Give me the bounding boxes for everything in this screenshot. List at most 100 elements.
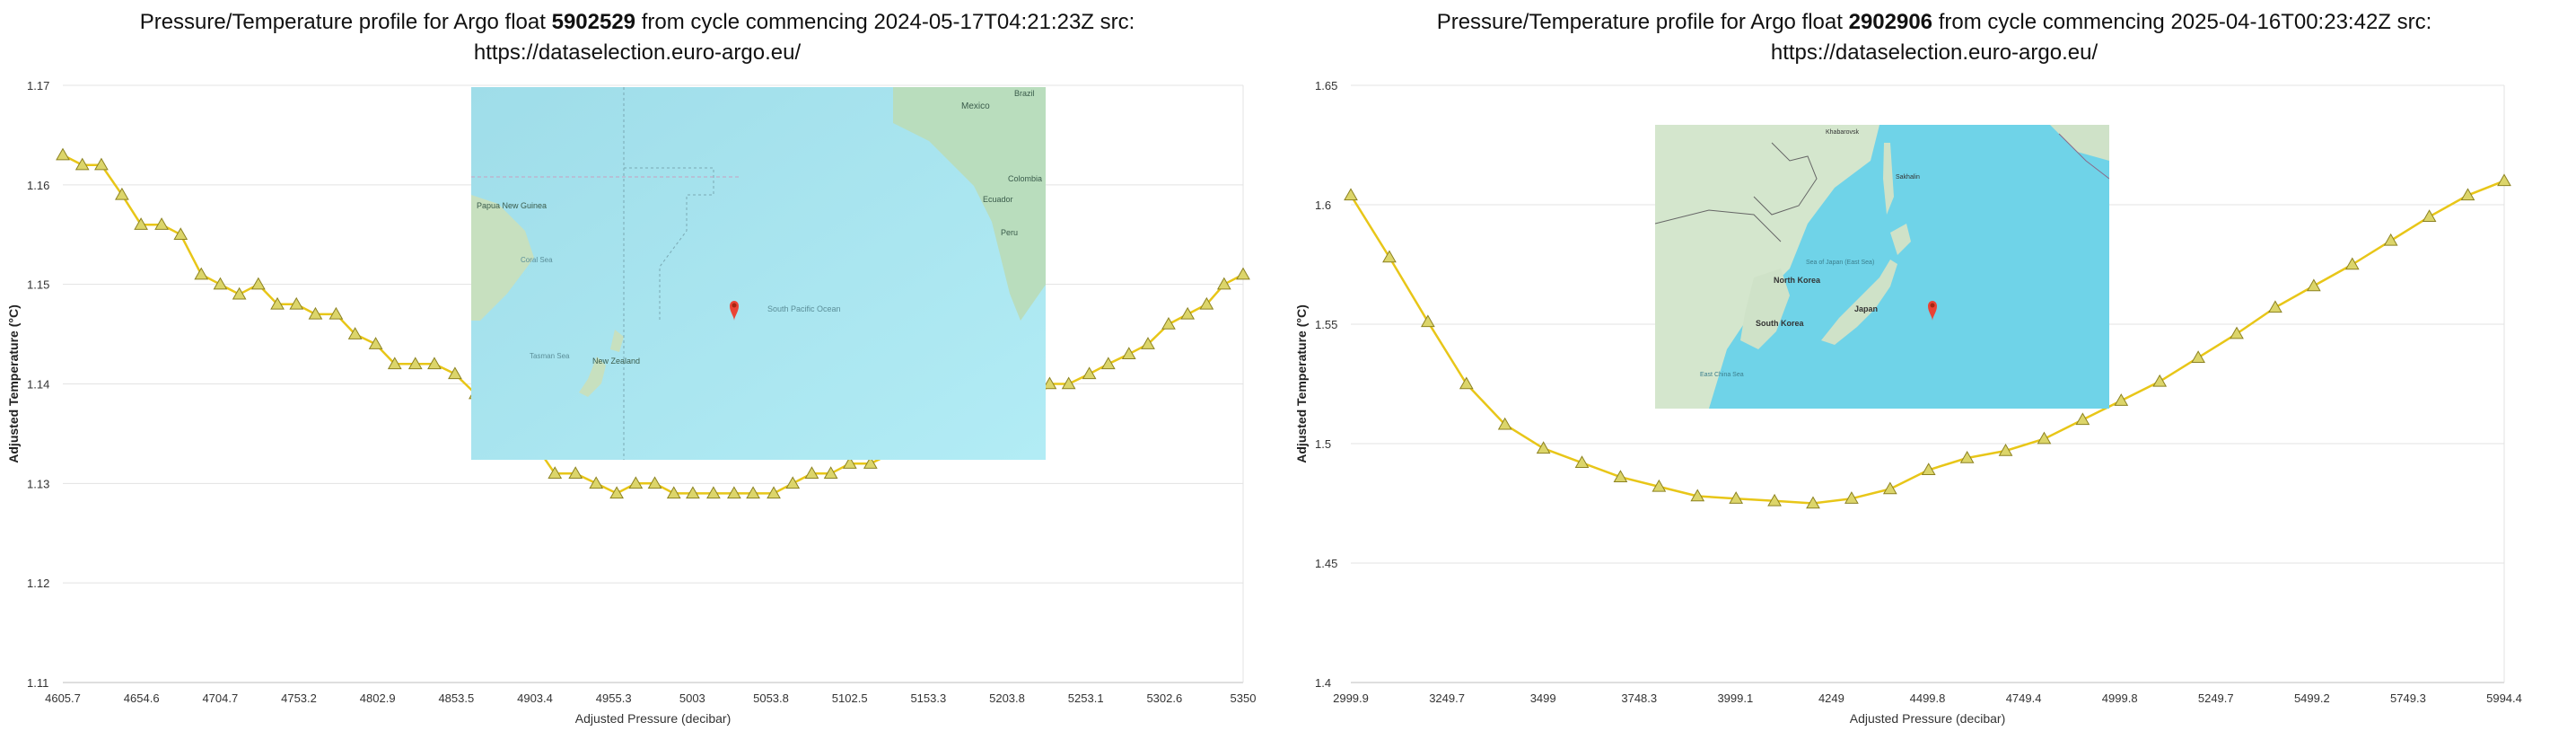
data-point-marker	[232, 286, 247, 300]
y-tick-label: 1.16	[27, 179, 49, 192]
map-label-south-pacific: South Pacific Ocean	[767, 304, 841, 313]
float-id: 5902529	[551, 10, 636, 34]
chart-panel-left: Pressure/Temperature profile for Argo fl…	[0, 0, 1275, 731]
australia-landmass	[471, 195, 534, 321]
data-point-marker	[746, 486, 760, 499]
data-point-marker	[173, 227, 188, 240]
data-point-marker	[1121, 347, 1136, 359]
x-tick-label: 5749.3	[2390, 691, 2426, 705]
map-label-japan: Japan	[1854, 304, 1878, 313]
y-tick-label: 1.17	[27, 79, 49, 92]
map-label-tasman-sea: Tasman Sea	[530, 352, 570, 360]
data-point-marker	[1497, 417, 1512, 430]
data-point-marker	[2344, 257, 2360, 270]
x-tick-label: 4853.5	[438, 691, 474, 705]
x-tick-label: 4499.8	[1910, 691, 1946, 705]
data-point-marker	[686, 486, 700, 499]
chart-title: Pressure/Temperature profile for Argo fl…	[0, 7, 1275, 68]
asia-landmass	[1655, 125, 1879, 409]
data-point-marker	[548, 466, 563, 479]
kamchatka-landmass	[2050, 125, 2109, 161]
x-tick-label: 5102.5	[832, 691, 868, 705]
data-point-marker	[628, 476, 644, 489]
map-label-ecuador: Ecuador	[983, 195, 1013, 204]
data-point-marker	[1729, 491, 1744, 504]
x-tick-label: 5994.4	[2486, 691, 2522, 705]
hokkaido-landmass	[1890, 224, 1911, 255]
y-tick-label: 1.4	[1315, 676, 1331, 690]
data-point-marker	[2460, 188, 2475, 201]
data-point-marker	[2230, 326, 2244, 339]
data-point-marker	[1061, 376, 1076, 390]
x-tick-label: 5053.8	[753, 691, 789, 705]
sakhalin-landmass	[1883, 143, 1894, 215]
x-tick-label: 5003	[679, 691, 705, 705]
x-tick-label: 2999.9	[1333, 691, 1369, 705]
data-point-marker	[1100, 357, 1116, 370]
x-tick-label: 5350	[1231, 691, 1257, 705]
data-point-marker	[115, 187, 129, 200]
float-location-pin-icon	[730, 301, 739, 321]
y-tick-label: 1.15	[27, 278, 49, 292]
data-point-marker	[842, 456, 857, 469]
data-point-marker	[270, 296, 285, 310]
data-point-marker	[1574, 455, 1590, 469]
x-tick-label: 4955.3	[596, 691, 632, 705]
y-tick-label: 1.11	[27, 676, 48, 690]
x-tick-label: 5499.2	[2294, 691, 2330, 705]
korea-landmass	[1740, 269, 1790, 349]
data-point-marker	[823, 466, 838, 479]
y-axis-label: Adjusted Temperature (°C)	[1294, 304, 1309, 462]
float-id: 2902906	[1848, 10, 1933, 34]
map-label-colombia: Colombia	[1008, 174, 1042, 183]
map-label-sea-of-japan: Sea of Japan (East Sea)	[1806, 260, 1874, 266]
title-source-url: https://dataselection.euro-argo.eu/	[473, 40, 802, 65]
data-point-marker	[368, 337, 383, 349]
float-location-pin-icon	[1928, 301, 1937, 321]
data-point-marker	[1921, 462, 1936, 476]
data-point-marker	[1141, 337, 1155, 349]
data-point-marker	[134, 217, 148, 230]
y-tick-label: 1.6	[1315, 198, 1331, 212]
data-point-marker	[1959, 450, 1975, 463]
data-point-marker	[1236, 267, 1250, 280]
y-tick-label: 1.65	[1315, 79, 1337, 92]
data-point-marker	[154, 217, 169, 230]
data-point-marker	[1199, 296, 1214, 310]
data-point-marker	[1459, 376, 1474, 390]
x-tick-label: 4749.4	[2006, 691, 2042, 705]
map-label-south-korea: South Korea	[1756, 319, 1804, 328]
x-axis-label: Adjusted Pressure (decibar)	[1850, 711, 2006, 726]
data-point-marker	[1180, 306, 1196, 320]
data-point-marker	[2383, 233, 2398, 246]
map-label-sakhalin: Sakhalin	[1896, 174, 1920, 181]
data-point-marker	[448, 366, 462, 380]
x-tick-label: 5153.3	[910, 691, 946, 705]
data-point-marker	[568, 466, 583, 479]
title-source-url: https://dataselection.euro-argo.eu/	[1770, 40, 2098, 65]
data-point-marker	[347, 327, 363, 339]
x-tick-label: 4999.8	[2102, 691, 2138, 705]
x-tick-label: 5253.1	[1068, 691, 1104, 705]
data-point-marker	[329, 306, 344, 320]
map-label-brazil: Brazil	[1014, 89, 1035, 98]
data-point-marker	[589, 476, 604, 489]
data-point-marker	[863, 456, 878, 469]
data-point-marker	[1613, 470, 1628, 482]
data-point-marker	[2422, 209, 2437, 223]
x-tick-label: 3748.3	[1621, 691, 1657, 705]
country-border	[1753, 142, 1818, 216]
data-point-marker	[74, 157, 90, 171]
map-label-khabarovsk: Khabarovsk	[1826, 129, 1859, 136]
data-point-marker	[194, 267, 209, 280]
line-chart-right: 1.4 1.45 1.5 1.55 1.6 1.65 2999.9 3249.7 3499 374…	[1294, 79, 2522, 726]
data-point-marker	[785, 476, 801, 489]
x-tick-label: 5203.8	[989, 691, 1025, 705]
y-tick-label: 1.13	[27, 477, 49, 490]
x-tick-label: 4704.7	[202, 691, 238, 705]
x-tick-label: 5249.7	[2198, 691, 2234, 705]
data-point-marker	[1161, 316, 1176, 330]
location-map-left: Mexico Colombia Ecuador Peru Papua New G…	[471, 87, 1046, 460]
data-point-marker	[289, 296, 304, 310]
x-tick-label: 4753.2	[281, 691, 317, 705]
